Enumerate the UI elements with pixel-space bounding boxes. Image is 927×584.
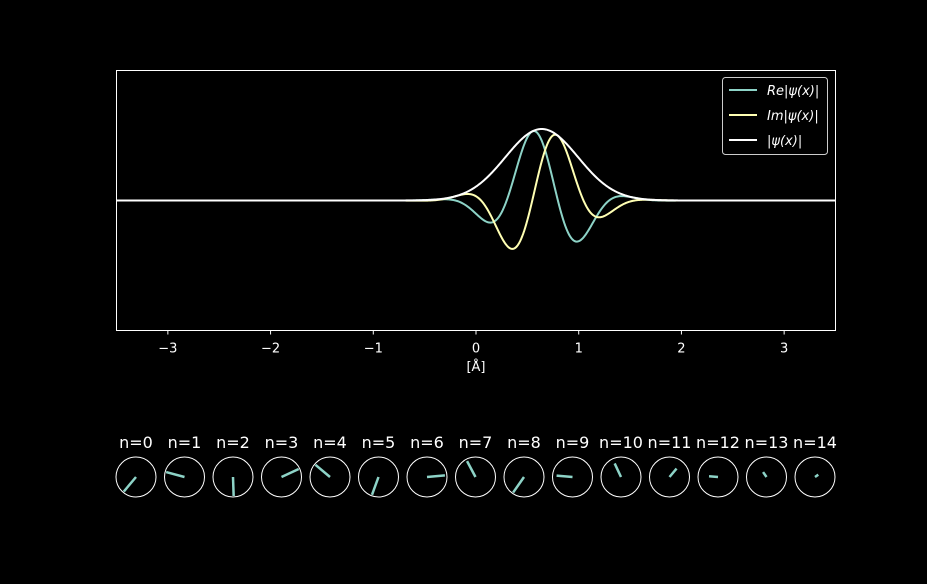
phasor-arrow bbox=[426, 474, 446, 479]
phasor-circle bbox=[794, 456, 836, 498]
coefficient-label: n=4 bbox=[313, 433, 347, 452]
phasor-circle bbox=[649, 456, 690, 498]
legend-label: |ψ(x)| bbox=[767, 134, 802, 149]
x-tick-label: 3 bbox=[780, 342, 788, 357]
coefficient-label: n=11 bbox=[648, 433, 692, 452]
coefficient-label: n=12 bbox=[696, 433, 740, 452]
phasor-circle bbox=[503, 456, 545, 498]
coefficient-n14: n=14 bbox=[793, 433, 837, 498]
coefficient-phasor-row: n=0 n=1 n=2 n=3 n=4 n=5 n=6 n=7 n=8 n=9 n=10 n=11 n=… bbox=[115, 433, 837, 498]
coefficient-n4: n=4 bbox=[309, 433, 351, 498]
series-line-abs bbox=[116, 127, 836, 202]
phasor-circle bbox=[309, 456, 351, 498]
coefficient-label: n=1 bbox=[168, 433, 202, 452]
coefficient-n3: n=3 bbox=[261, 433, 302, 498]
phasor-circle bbox=[164, 456, 205, 498]
coefficient-n5: n=5 bbox=[358, 433, 399, 498]
phasor-arrow bbox=[762, 471, 768, 478]
phasor-arrow bbox=[556, 474, 573, 479]
coefficient-n1: n=1 bbox=[164, 433, 205, 498]
phasor-circle bbox=[697, 456, 739, 498]
coefficient-n9: n=9 bbox=[552, 433, 593, 498]
series-layer bbox=[116, 127, 836, 250]
x-tick-label: 1 bbox=[575, 342, 583, 357]
phasor-arrow bbox=[370, 476, 380, 496]
phasor-arrow bbox=[668, 467, 678, 478]
legend: Re|ψ(x)| Im|ψ(x)| |ψ(x)| bbox=[722, 77, 828, 155]
coefficient-n6: n=6 bbox=[406, 433, 448, 498]
phasor-arrow bbox=[613, 462, 623, 478]
coefficient-label: n=6 bbox=[410, 433, 444, 452]
coefficient-label: n=10 bbox=[599, 433, 643, 452]
phasor-circle bbox=[552, 456, 593, 498]
coefficient-n2: n=2 bbox=[212, 433, 254, 498]
phasor-arrow bbox=[122, 476, 137, 493]
phasor-circle bbox=[406, 456, 448, 498]
phasor-arrow bbox=[165, 470, 185, 479]
phasor-arrow bbox=[465, 460, 477, 478]
coefficient-n7: n=7 bbox=[455, 433, 496, 498]
phasor-arrow bbox=[280, 467, 300, 479]
coefficient-n0: n=0 bbox=[115, 433, 157, 498]
coefficient-n12: n=12 bbox=[696, 433, 740, 498]
coefficient-label: n=13 bbox=[745, 433, 789, 452]
phasor-circle bbox=[746, 456, 787, 498]
coefficient-n8: n=8 bbox=[503, 433, 545, 498]
x-tick-label: 2 bbox=[677, 342, 685, 357]
coefficient-label: n=7 bbox=[459, 433, 493, 452]
coefficient-label: n=2 bbox=[216, 433, 250, 452]
phasor-circle bbox=[600, 456, 642, 498]
phasor-circle bbox=[115, 456, 157, 498]
phasor-arrow bbox=[231, 476, 235, 497]
phasor-arrow bbox=[814, 473, 819, 479]
legend-label: Re|ψ(x)| bbox=[767, 84, 819, 99]
coefficient-label: n=3 bbox=[265, 433, 299, 452]
coefficient-label: n=5 bbox=[362, 433, 396, 452]
phasor-arrow bbox=[708, 474, 719, 479]
x-axis-ticks: −3 −2 −1 0 1 2 3 bbox=[158, 330, 788, 357]
x-tick-label: −2 bbox=[261, 342, 280, 357]
x-axis-label: [Å] bbox=[466, 359, 485, 375]
legend-box bbox=[722, 77, 828, 155]
legend-entries: Re|ψ(x)| Im|ψ(x)| |ψ(x)| bbox=[729, 84, 819, 149]
phasor-circle bbox=[358, 456, 399, 498]
phasor-arrow bbox=[314, 463, 331, 478]
phasor-circle bbox=[261, 456, 302, 498]
coefficient-n11: n=11 bbox=[648, 433, 692, 498]
x-tick-label: 0 bbox=[472, 342, 480, 357]
coefficient-n13: n=13 bbox=[745, 433, 789, 498]
wavefunction-plot: −3 −2 −1 0 1 2 3 [Å] Re|ψ(x)| Im|ψ(x)| |ψ(x)| bbox=[116, 70, 836, 375]
phasor-circle bbox=[212, 456, 254, 498]
phasor-arrow bbox=[512, 476, 526, 494]
coefficient-label: n=9 bbox=[556, 433, 590, 452]
legend-label: Im|ψ(x)| bbox=[767, 109, 819, 124]
coefficient-label: n=8 bbox=[507, 433, 541, 452]
x-tick-label: −3 bbox=[158, 342, 177, 357]
coefficient-label: n=14 bbox=[793, 433, 837, 452]
coefficient-label: n=0 bbox=[119, 433, 153, 452]
x-tick-label: −1 bbox=[364, 342, 383, 357]
coefficient-n10: n=10 bbox=[599, 433, 643, 498]
phasor-circle bbox=[455, 456, 496, 498]
